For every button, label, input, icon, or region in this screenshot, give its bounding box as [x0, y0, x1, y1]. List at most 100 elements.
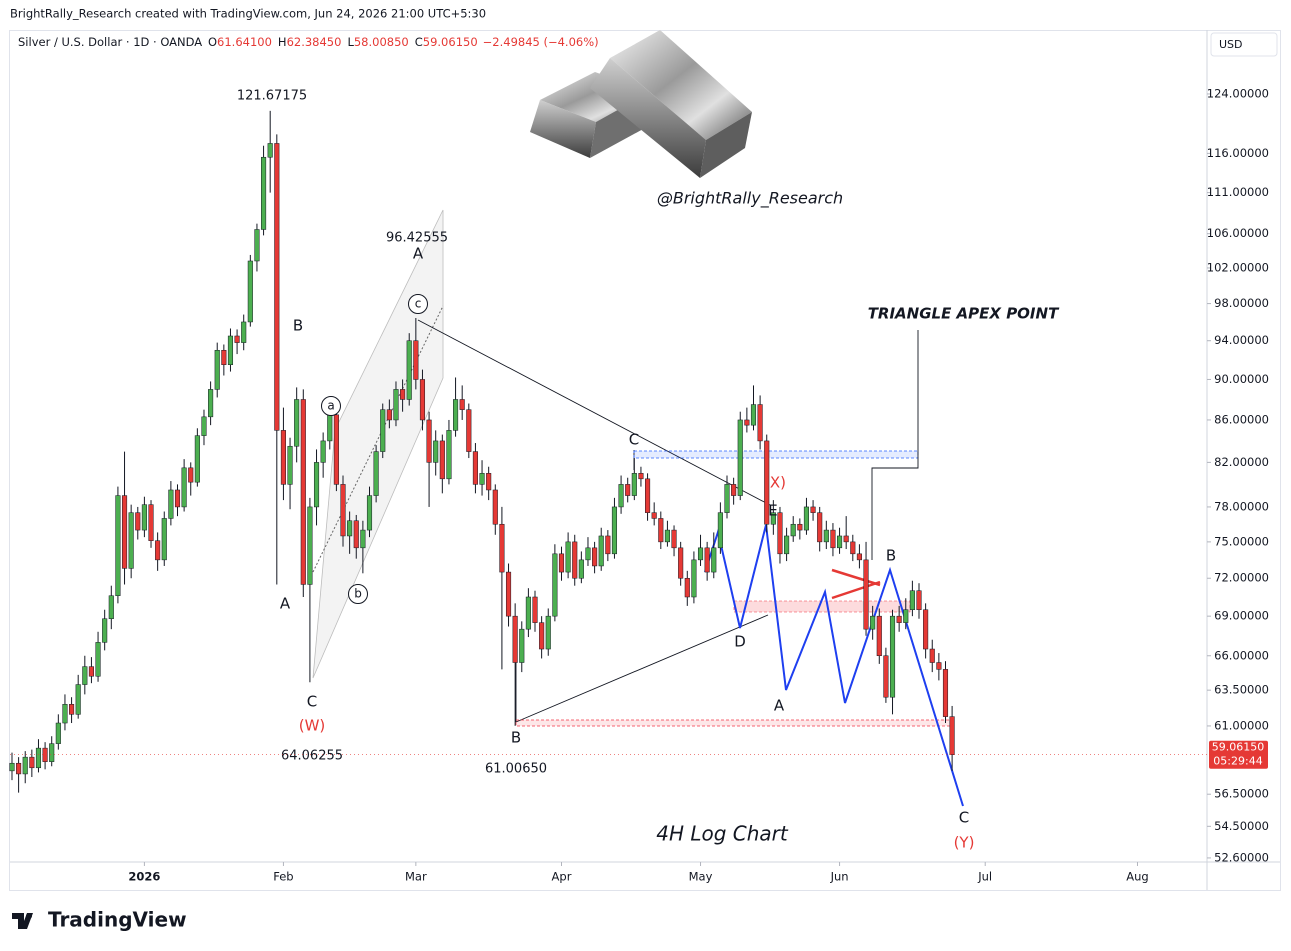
- ohlc-value: 59.06150: [423, 35, 478, 49]
- y-tick-label: 54.50000: [1214, 819, 1269, 833]
- candle-body: [784, 535, 790, 555]
- drawings: [312, 209, 964, 807]
- plot-area: 124.00000 116.00000 111.00000 106.00000 102.…: [9, 86, 1269, 884]
- candle-body: [121, 495, 128, 569]
- candle-body: [823, 529, 829, 543]
- annotation: 64.06255: [281, 749, 343, 764]
- candle-body: [426, 419, 432, 463]
- candle-body: [691, 559, 697, 598]
- candle-body: [433, 440, 439, 463]
- candle-body: [214, 349, 220, 390]
- currency: USD: [1219, 38, 1243, 51]
- candle-body: [155, 540, 161, 561]
- annotation: (Y): [954, 834, 975, 852]
- candle-body: [598, 535, 604, 567]
- candle-body: [717, 512, 723, 549]
- candle-body: [16, 762, 22, 775]
- ohlc-key: C: [415, 35, 423, 49]
- candle-body: [194, 435, 200, 483]
- candle-body: [227, 335, 234, 365]
- candle-body: [466, 409, 472, 452]
- candle-body: [817, 512, 823, 543]
- candle-body: [883, 655, 889, 698]
- candle-body: [678, 547, 684, 579]
- y-tick-label: 124.00000: [1207, 86, 1269, 100]
- candle-body: [486, 473, 492, 491]
- candle-body: [221, 349, 227, 365]
- y-tick-label: 102.00000: [1207, 260, 1269, 274]
- candle-body: [499, 523, 505, 573]
- y-tick-label: 116.00000: [1207, 146, 1269, 160]
- candle-body: [300, 399, 306, 585]
- last-price: 59.06150: [1212, 741, 1265, 754]
- candle-body: [174, 489, 181, 508]
- candle-body: [923, 609, 929, 650]
- candle-body: [638, 473, 644, 480]
- annotation: D: [734, 633, 746, 651]
- x-tick-label: Mar: [405, 870, 427, 884]
- candle-body: [585, 547, 591, 561]
- candle-body: [327, 414, 333, 442]
- candle-body: [386, 409, 392, 421]
- symbol-line: Silver / U.S. Dollar · 1D · OANDA O61.641…: [18, 35, 599, 49]
- candle-body: [704, 547, 710, 573]
- candle-body: [645, 478, 651, 513]
- candle-body: [347, 520, 353, 537]
- wave-circle: [408, 294, 428, 314]
- candle-body: [519, 628, 525, 663]
- zone-red: [733, 600, 911, 613]
- triangle-lower: [515, 614, 769, 723]
- candle-body: [764, 440, 770, 525]
- ohlc-value: 61.64100: [217, 35, 272, 49]
- candle-body: [274, 143, 280, 431]
- symbol-header: Silver / U.S. Dollar · 1D · OANDA O61.641…: [18, 35, 599, 49]
- currency-button[interactable]: [1210, 32, 1278, 57]
- candle-body: [380, 409, 386, 452]
- annotation: (X): [764, 474, 786, 492]
- annotation: A: [280, 595, 291, 613]
- ohlc-key: H: [278, 35, 287, 49]
- candle-body: [711, 547, 717, 573]
- candle-body: [876, 615, 882, 657]
- candle-body: [750, 404, 757, 426]
- candle-body: [459, 399, 465, 410]
- apex-line: [871, 330, 919, 560]
- candle-body: [168, 489, 174, 519]
- candle-body: [148, 504, 154, 541]
- candle-body: [29, 756, 35, 769]
- candle-body: [287, 445, 293, 485]
- candle-body: [201, 416, 207, 436]
- candle-body: [115, 495, 121, 596]
- candle-body: [161, 518, 167, 561]
- candle-body: [942, 669, 949, 717]
- candle-body: [777, 512, 783, 555]
- y-tick-label: 106.00000: [1207, 226, 1269, 240]
- ohlc-key: O: [208, 35, 217, 49]
- y-tick-label: 52.60000: [1214, 850, 1269, 864]
- candle-body: [406, 340, 412, 400]
- wave-circle: [321, 396, 341, 416]
- candle-body: [843, 535, 849, 543]
- candle-body: [539, 622, 545, 650]
- candle-body: [75, 684, 81, 715]
- candle-body: [360, 529, 366, 549]
- y-tick-label: 111.00000: [1207, 185, 1269, 199]
- candle-body: [307, 506, 313, 585]
- candle-body: [565, 541, 571, 573]
- trend-channel: [312, 209, 444, 679]
- candle-body: [69, 704, 75, 715]
- candle-body: [737, 419, 743, 496]
- silver-bars-image: [530, 30, 752, 178]
- candle-body: [592, 547, 598, 567]
- candle-body: [241, 321, 247, 343]
- candle-body: [108, 595, 114, 619]
- candle-body: [505, 571, 512, 617]
- y-tick-label: 63.50000: [1214, 683, 1269, 697]
- candle-body: [605, 535, 611, 555]
- annotation: 61.00650: [485, 762, 547, 777]
- y-tick-label: 72.00000: [1214, 571, 1269, 585]
- candle-body: [896, 615, 902, 623]
- candle-body: [181, 467, 187, 508]
- candle-body: [373, 451, 379, 496]
- brand-logo: [12, 913, 33, 929]
